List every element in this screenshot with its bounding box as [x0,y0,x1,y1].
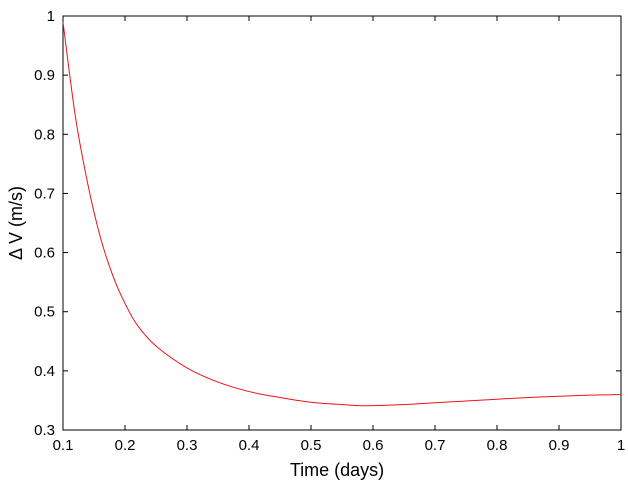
x-tick-label: 0.8 [487,437,508,454]
x-axis-ticks: 0.1 0.2 0.3 0.4 0.5 0.6 0.7 0.8 0.9 1 [53,16,625,454]
x-tick-label: 0.5 [301,437,322,454]
x-tick-label: 0.1 [53,437,74,454]
y-tick-label: 0.8 [34,126,55,143]
y-tick-label: 0.3 [34,422,55,439]
y-tick-label: 0.6 [34,245,55,262]
y-tick-label: 0.4 [34,363,55,380]
x-tick-label: 0.6 [363,437,384,454]
x-tick-label: 0.4 [239,437,260,454]
x-tick-label: 0.9 [549,437,570,454]
x-tick-label: 0.7 [425,437,446,454]
y-tick-label: 1 [47,8,55,25]
series-line [62,21,622,407]
y-axis-label: Δ V (m/s) [6,186,26,260]
series-layer [62,21,622,407]
x-tick-label: 0.2 [115,437,136,454]
x-axis-label: Time (days) [290,460,384,480]
y-tick-label: 0.5 [34,304,55,321]
x-tick-label: 0.3 [177,437,198,454]
y-axis-ticks: 0.3 0.4 0.5 0.6 0.7 0.8 0.9 1 [34,8,621,439]
x-tick-label: 1 [617,437,625,454]
plot-area-frame [62,15,622,431]
y-tick-label: 0.9 [34,67,55,84]
y-tick-label: 0.7 [34,185,55,202]
